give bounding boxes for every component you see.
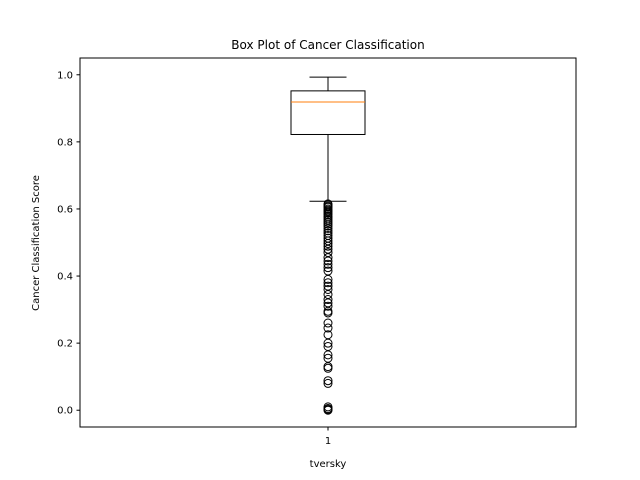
flier-point (323, 405, 333, 415)
flier-point (323, 318, 333, 328)
y-tick-label: 1.0 (57, 70, 73, 81)
flier-point (323, 301, 333, 311)
chart-title: Box Plot of Cancer Classification (231, 38, 424, 52)
y-tick-label: 0.4 (57, 272, 73, 283)
box-iqr (290, 90, 366, 135)
flier-point (323, 284, 333, 294)
flier-point (323, 338, 333, 348)
x-tick-label: 1 (325, 436, 331, 447)
y-tick-label: 0.8 (57, 137, 73, 148)
flier-point (323, 350, 333, 360)
flier-point (323, 259, 333, 269)
y-tick-label: 0.2 (57, 339, 73, 350)
flier-point (323, 239, 333, 249)
flier-point (323, 278, 333, 288)
flier-point (323, 274, 333, 284)
flier-point (323, 295, 333, 305)
x-axis-label: tversky (310, 459, 347, 470)
flier-point (323, 253, 333, 263)
y-axis-label: Cancer Classification Score (31, 175, 42, 311)
flier-point (323, 308, 333, 318)
flier-point (323, 323, 333, 333)
flier-point (323, 378, 333, 388)
plot-area (290, 76, 366, 415)
flier-point (323, 263, 333, 273)
flier-point (323, 241, 333, 251)
flier-point (323, 363, 333, 373)
y-tick-label: 0.0 (57, 406, 73, 417)
flier-point (323, 221, 333, 231)
flier-point (323, 376, 333, 386)
flier-point (323, 223, 333, 233)
flier-point (323, 256, 333, 266)
y-tick-label: 0.6 (57, 204, 73, 215)
flier-point (323, 226, 333, 236)
